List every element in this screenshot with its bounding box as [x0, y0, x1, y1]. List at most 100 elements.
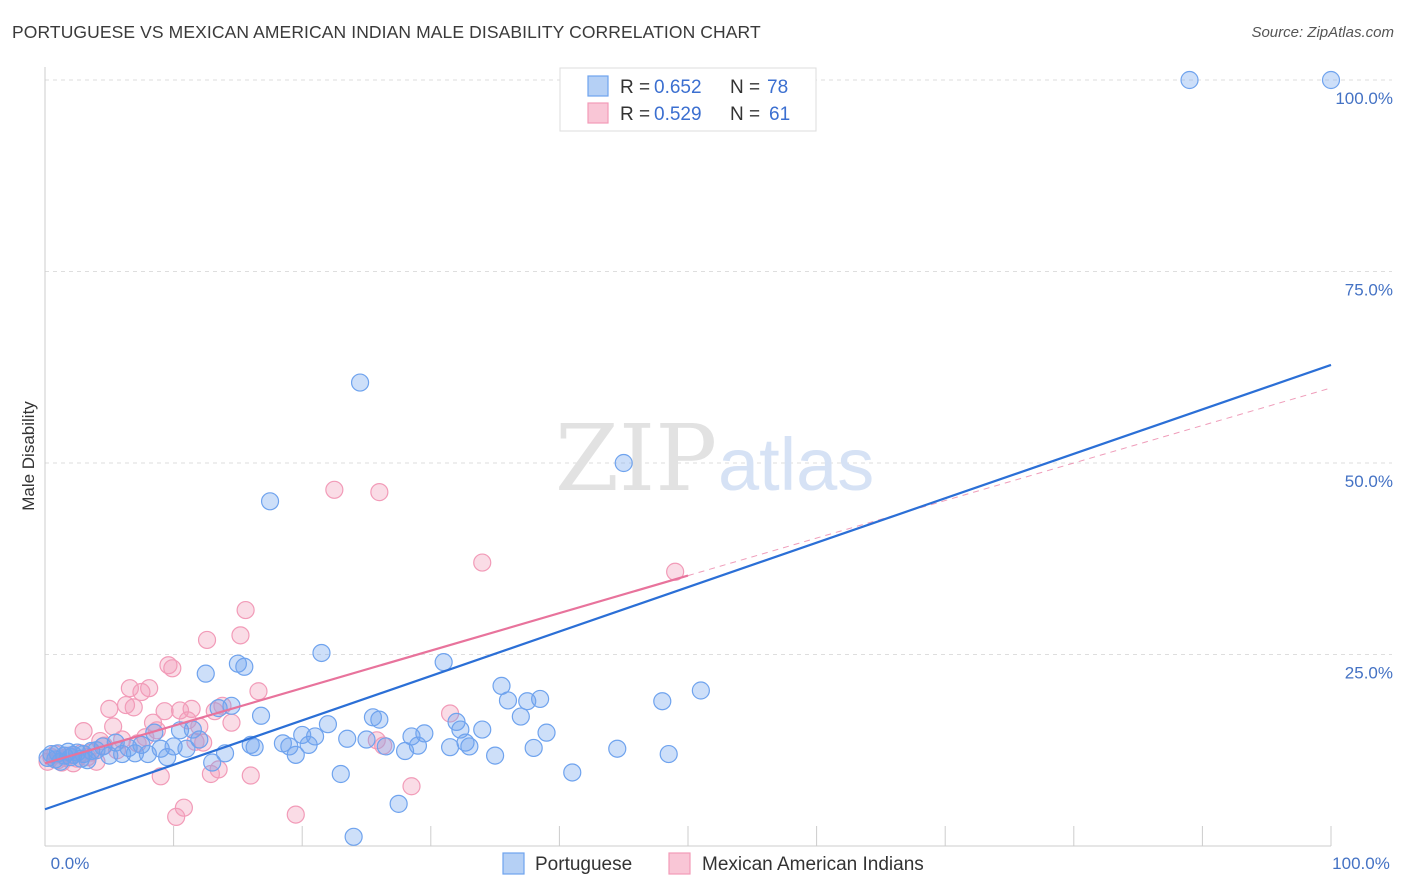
mexican-point-44	[209, 760, 228, 779]
mexican-point-54	[370, 483, 389, 502]
trend-lines	[44, 363, 1332, 811]
legend-n-label-mexican: N =	[730, 104, 760, 125]
mexican-point-16	[100, 699, 119, 718]
mexican-trend-extension	[687, 387, 1332, 577]
portuguese-point-39	[245, 738, 264, 757]
legend-swatch-portuguese	[587, 75, 609, 97]
portuguese-point-28	[177, 739, 196, 758]
x-tick-marks	[44, 826, 1332, 846]
mexican-point-56	[402, 777, 421, 796]
mexican-point-50	[249, 682, 268, 701]
legend-n-value-portuguese: 78	[767, 77, 788, 98]
mexican-point-21	[120, 679, 139, 698]
portuguese-point-35	[222, 696, 241, 715]
mexican-point-51	[286, 805, 305, 824]
y-tick-label-75: 75.0%	[1345, 281, 1393, 300]
portuguese-point-69	[473, 720, 492, 739]
portuguese-point-13	[82, 741, 101, 761]
mexican-point-29	[151, 767, 170, 786]
x-tick-label-min: 0.0%	[51, 854, 90, 873]
legend-swatch-mexican	[587, 102, 609, 124]
mexican-point-30	[155, 702, 174, 721]
portuguese-point-84	[1180, 70, 1199, 90]
portuguese-point-32	[203, 753, 222, 772]
mexican-point-35	[174, 798, 193, 817]
portuguese-point-21	[132, 735, 151, 754]
y-tick-label-100: 100.0%	[1335, 89, 1393, 108]
portuguese-point-77	[537, 723, 556, 742]
mexican-point-33	[167, 807, 186, 826]
portuguese-point-70	[486, 746, 505, 765]
mexican-point-46	[222, 713, 241, 732]
portuguese-point-81	[653, 692, 672, 711]
portuguese-point-50	[331, 764, 350, 784]
mexican-point-34	[170, 701, 190, 720]
portuguese-point-57	[376, 737, 395, 756]
portuguese-point-76	[531, 689, 550, 709]
portuguese-point-37	[235, 657, 254, 676]
portuguese-point-47	[305, 727, 325, 746]
y-axis-label: Male Disability	[19, 401, 38, 511]
portuguese-point-30	[190, 730, 209, 749]
legend-r-label-mexican: R =	[620, 104, 650, 125]
portuguese-point-49	[318, 715, 338, 734]
portuguese-point-56	[370, 710, 389, 729]
portuguese-point-62	[415, 724, 434, 743]
bottom-legend-swatch-mexican	[668, 852, 691, 875]
y-tick-labels: 25.0% 50.0% 75.0% 100.0%	[1335, 89, 1393, 683]
portuguese-point-85	[1321, 70, 1341, 90]
portuguese-point-23	[145, 723, 164, 742]
chart-title: PORTUGUESE VS MEXICAN AMERICAN INDIAN MA…	[12, 22, 761, 42]
portuguese-point-78	[563, 763, 582, 782]
portuguese-point-52	[344, 827, 363, 846]
mexican-trend-line	[44, 574, 689, 765]
portuguese-point-53	[350, 373, 370, 392]
mexican-point-32	[163, 659, 182, 678]
mexican-point-58	[473, 553, 492, 572]
watermark: ZIP atlas	[555, 405, 874, 512]
portuguese-point-41	[260, 492, 280, 511]
portuguese-point-72	[498, 691, 518, 710]
mexican-point-41	[197, 630, 217, 650]
portuguese-point-68	[460, 737, 479, 756]
portuguese-point-25	[158, 748, 177, 767]
portuguese-trend-line	[44, 363, 1332, 811]
portuguese-point-82	[659, 744, 678, 764]
bottom-legend: Portuguese Mexican American Indians	[502, 852, 924, 875]
grid-lines	[45, 79, 1392, 655]
portuguese-point-80	[614, 453, 633, 473]
mexican-point-10	[74, 721, 93, 741]
watermark-atlas: atlas	[718, 423, 874, 506]
bottom-legend-swatch-portuguese	[502, 852, 525, 875]
mexican-point-36	[178, 711, 197, 730]
portuguese-point-54	[357, 730, 376, 749]
legend-r-value-portuguese: 0.652	[654, 77, 702, 98]
x-tick-label-max: 100.0%	[1332, 854, 1390, 873]
portuguese-point-75	[524, 738, 543, 758]
legend-n-value-mexican: 61	[769, 104, 790, 125]
portuguese-point-44	[286, 745, 305, 764]
bottom-legend-label-mexican: Mexican American Indians	[702, 854, 924, 875]
bottom-legend-label-portuguese: Portuguese	[535, 854, 632, 875]
mexican-point-37	[182, 699, 201, 718]
mexican-point-26	[140, 679, 159, 698]
mexican-point-22	[124, 698, 143, 717]
portuguese-point-31	[196, 664, 215, 683]
portuguese-point-58	[389, 794, 408, 813]
portuguese-point-79	[608, 739, 627, 758]
mexican-point-48	[236, 600, 255, 620]
legend-r-label-portuguese: R =	[620, 77, 650, 98]
y-tick-label-25: 25.0%	[1345, 664, 1393, 683]
legend-box: R = 0.652 N = 78 R = 0.529 N = 61	[559, 67, 817, 132]
mexican-american-indians-points	[38, 480, 685, 826]
mexican-point-47	[231, 626, 250, 645]
portuguese-point-51	[338, 729, 357, 748]
portuguese-point-48	[312, 643, 331, 663]
portuguese-point-63	[434, 653, 453, 672]
mexican-point-49	[241, 766, 260, 785]
portuguese-point-73	[511, 707, 530, 726]
legend-r-value-mexican: 0.529	[654, 104, 702, 125]
portuguese-point-83	[691, 681, 710, 700]
y-tick-label-50: 50.0%	[1345, 472, 1393, 491]
